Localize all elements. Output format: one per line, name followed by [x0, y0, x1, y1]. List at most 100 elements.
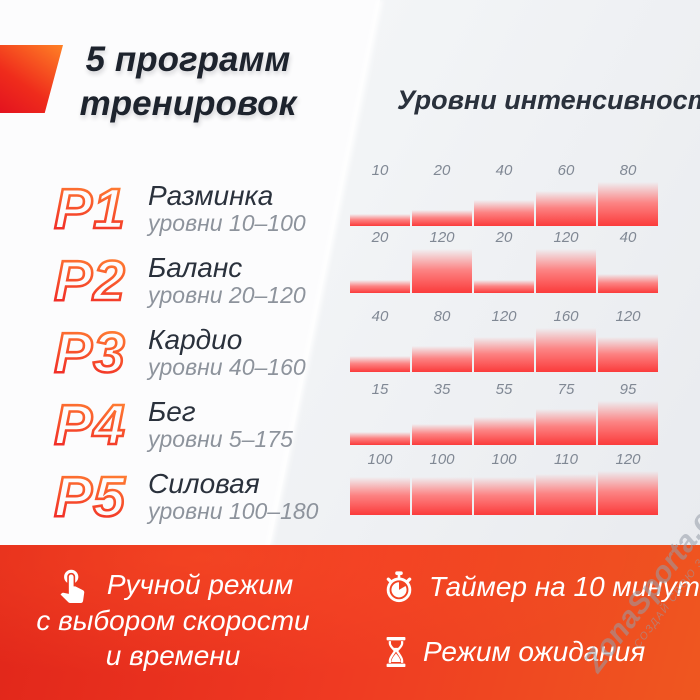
bar-value-label: 20 [371, 229, 389, 246]
bar-value-label: 110 [554, 451, 578, 468]
bar-value-label: 40 [495, 162, 513, 179]
page-title: 5 программ тренировок [68, 38, 308, 126]
intensity-bar [412, 477, 472, 515]
program-row: P5 Силовая уровни 100–180 [42, 460, 319, 532]
program-code-badge: P4 [53, 393, 126, 455]
chart-row-P5: 100 100 100 110 120 [350, 451, 658, 515]
tap-icon [60, 569, 85, 603]
bar-value-label: 100 [429, 451, 455, 468]
intensity-bar [412, 346, 472, 372]
program-code: P5 [54, 465, 126, 527]
program-levels: уровни 100–180 [148, 497, 319, 524]
program-levels: уровни 10–100 [148, 209, 306, 236]
intensity-bar [412, 249, 472, 293]
program-code-badge: P5 [53, 465, 127, 527]
program-code: P4 [54, 393, 126, 455]
chart-row-P2: 20 120 20 120 40 [350, 229, 658, 293]
program-code: P2 [54, 249, 126, 311]
program-name: Кардио [148, 323, 243, 355]
intensity-bar [598, 182, 658, 226]
bar-value-label: 20 [433, 162, 451, 179]
bar-labels: 40 80 120 160 120 [350, 308, 658, 325]
intensity-bar [412, 424, 472, 445]
bar-value-label: 40 [371, 308, 389, 325]
program-name: Баланс [148, 251, 243, 283]
page-title-line2: тренировок [79, 84, 297, 123]
intensity-bar [350, 214, 410, 226]
intensity-bar [536, 328, 596, 372]
bar-value-label: 80 [619, 162, 637, 179]
program-row: P2 Баланс уровни 20–120 [42, 244, 318, 316]
bar-labels: 100 100 100 110 120 [350, 451, 658, 468]
program-name: Разминка [148, 179, 274, 211]
program-texts: Кардио уровни 40–160 [148, 323, 306, 380]
bar-value-label: 160 [553, 308, 579, 325]
bar-labels: 15 35 55 75 95 [350, 381, 658, 398]
program-code-badge: P1 [53, 177, 126, 239]
program-row: P3 Кардио уровни 40–160 [42, 316, 318, 388]
bar-labels: 10 20 40 60 80 [350, 162, 658, 179]
program-name: Бег [148, 395, 196, 427]
standby-feature: Режим ожидания [382, 636, 645, 668]
hourglass-icon [386, 636, 406, 668]
program-levels: уровни 5–175 [148, 425, 293, 452]
bar-labels: 20 120 20 120 40 [350, 229, 658, 246]
bar-value-label: 120 [429, 229, 455, 246]
bar-value-label: 120 [615, 451, 641, 468]
intensity-bar [350, 477, 410, 515]
intensity-bar [474, 337, 534, 372]
chart-title: Уровни интенсивности [397, 85, 700, 115]
manual-mode-line1: Ручной режим [106, 568, 294, 600]
bar-value-label: 95 [619, 381, 637, 398]
intensity-bar [474, 280, 534, 293]
program-texts: Бег уровни 5–175 [148, 395, 293, 452]
bar-value-label: 35 [433, 381, 451, 398]
intensity-bar [536, 191, 596, 226]
program-levels: уровни 40–160 [148, 353, 306, 380]
bar-value-label: 80 [433, 308, 451, 325]
program-texts: Баланс уровни 20–120 [148, 251, 306, 308]
chart-row-P4: 15 35 55 75 95 [350, 381, 658, 445]
intensity-bar [598, 471, 658, 515]
bar-value-label: 120 [553, 229, 579, 246]
bar-value-label: 100 [491, 451, 517, 468]
intensity-bar [474, 417, 534, 445]
bar-value-label: 120 [615, 308, 641, 325]
bar-value-label: 100 [367, 451, 393, 468]
intensity-bar [598, 274, 658, 293]
program-row: P1 Разминка уровни 10–100 [42, 172, 318, 244]
bar-value-label: 55 [495, 381, 513, 398]
timer-feature: Таймер на 10 минут [382, 570, 700, 604]
bar-value-label: 15 [371, 381, 389, 398]
intensity-bar [536, 474, 596, 515]
intensity-bar [350, 280, 410, 293]
chart-row-P3: 40 80 120 160 120 [350, 308, 658, 372]
manual-mode-feature: Ручной режим с выбором скорости и времен… [8, 565, 338, 673]
intensity-bar [474, 477, 534, 515]
standby-label: Режим ожидания [423, 636, 646, 667]
bars [350, 328, 658, 372]
program-code: P1 [54, 177, 126, 239]
program-name: Силовая [148, 467, 260, 499]
bar-value-label: 75 [557, 381, 575, 398]
stopwatch-icon [386, 571, 412, 603]
intensity-bar [598, 401, 658, 445]
bars [350, 182, 658, 226]
chart-row-P1: 10 20 40 60 80 [350, 162, 658, 226]
program-code-badge: P2 [53, 249, 126, 311]
program-texts: Силовая уровни 100–180 [148, 467, 319, 524]
manual-mode-line2: с выбором скорости [36, 605, 310, 636]
program-texts: Разминка уровни 10–100 [148, 179, 306, 236]
intensity-bar [474, 200, 534, 226]
bar-value-label: 60 [557, 162, 575, 179]
intensity-bar [598, 337, 658, 372]
features-band [0, 545, 700, 700]
bars [350, 471, 658, 515]
intensity-bar [412, 210, 472, 226]
manual-mode-line3: и времени [105, 640, 241, 671]
timer-label: Таймер на 10 минут [429, 571, 700, 602]
bars [350, 401, 658, 445]
program-code: P3 [54, 321, 126, 383]
program-levels: уровни 20–120 [148, 281, 306, 308]
